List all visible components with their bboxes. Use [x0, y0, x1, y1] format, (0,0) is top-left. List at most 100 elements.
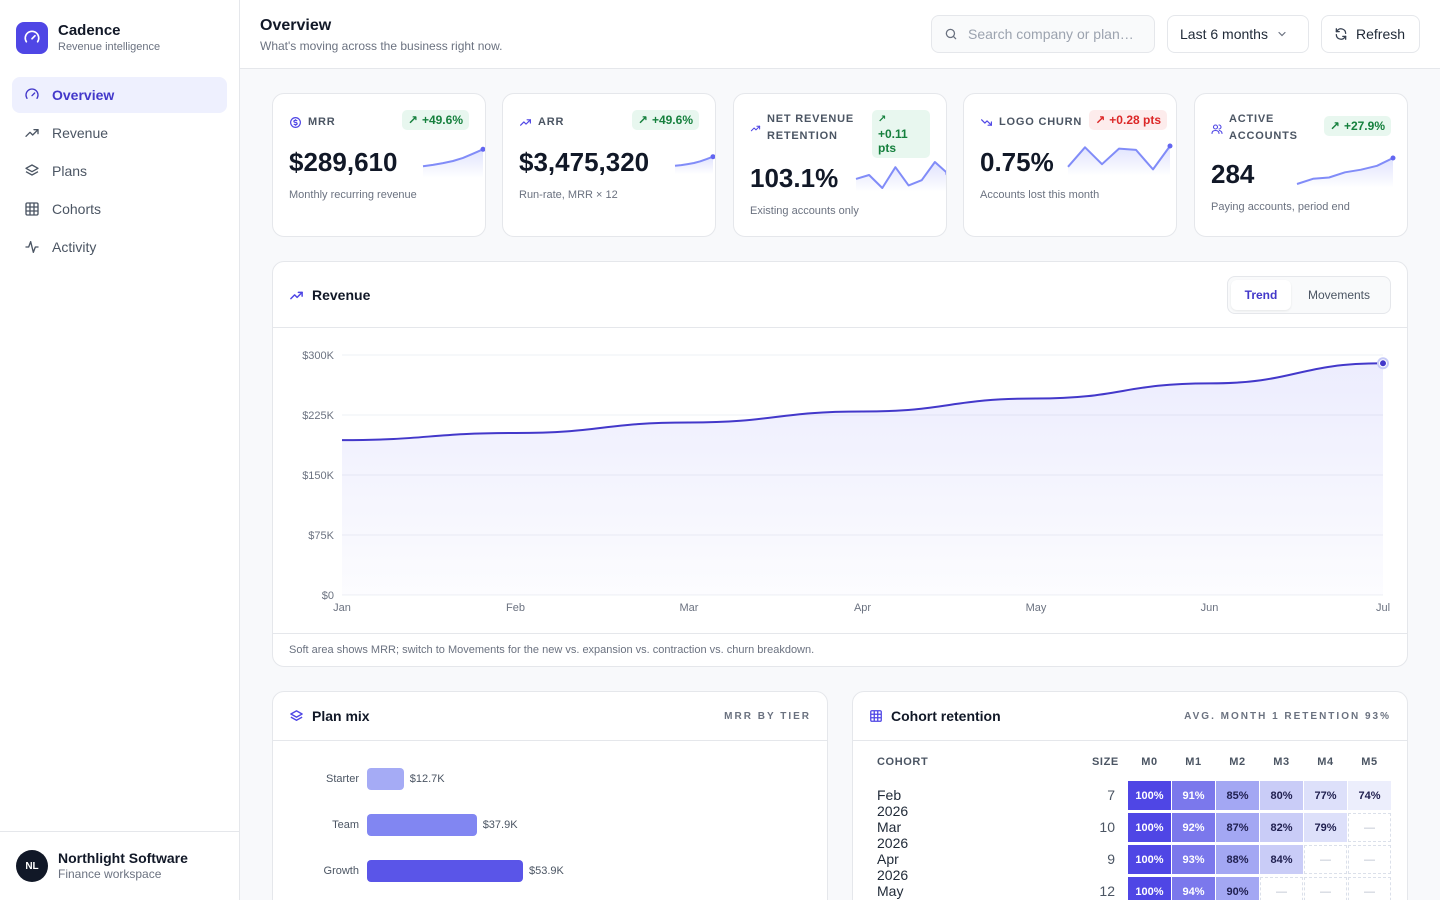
- grid-icon: [25, 202, 39, 216]
- y-tick-label: $225K: [302, 410, 334, 422]
- sidebar-item-overview[interactable]: Overview: [12, 77, 227, 113]
- brand-name: Cadence: [58, 22, 121, 39]
- kpi-card-logo-churn[interactable]: Logo churn ↗ +0.28 pts 0.75% Accounts los…: [963, 93, 1177, 237]
- plan-mix-header: Plan mix MRR by tier: [273, 692, 827, 741]
- plan-row[interactable]: Growth $53.9K: [273, 860, 827, 882]
- kpi-note: Paying accounts, period end: [1211, 201, 1350, 213]
- cohort-name: Mar 2026: [877, 819, 909, 851]
- retention-cell[interactable]: 100%: [1128, 877, 1171, 900]
- retention-cell-empty[interactable]: —: [1348, 845, 1391, 874]
- y-tick-label: $75K: [308, 530, 334, 542]
- retention-cell-empty[interactable]: —: [1260, 877, 1303, 900]
- sidebar-item-label: Cohorts: [52, 201, 102, 217]
- brand-subtitle: Revenue intelligence: [58, 41, 161, 53]
- kpi-card-nrr[interactable]: Net revenue retention ↗ +0.11 pts 103.1% …: [733, 93, 947, 237]
- retention-cell[interactable]: 91%: [1172, 781, 1215, 810]
- plan-bar: [367, 768, 404, 790]
- sidebar-item-label: Revenue: [52, 125, 109, 141]
- sparkline-line: [855, 161, 946, 189]
- sidebar-item-revenue[interactable]: Revenue: [12, 115, 227, 151]
- kpi-card-mrr[interactable]: MRR ↗ +49.6% $289,610 Monthly recurring r…: [272, 93, 486, 237]
- dollar-icon: [290, 117, 301, 128]
- tab-trend[interactable]: Trend: [1231, 280, 1291, 310]
- x-tick-label: Feb: [506, 602, 525, 614]
- retention-cell[interactable]: 87%: [1216, 813, 1259, 842]
- retention-cell[interactable]: 90%: [1216, 877, 1259, 900]
- retention-cell[interactable]: 93%: [1172, 845, 1215, 874]
- cohort-size: 12: [1099, 883, 1115, 899]
- sidebar-item-cohorts[interactable]: Cohorts: [12, 191, 227, 227]
- retention-cell-empty[interactable]: —: [1348, 877, 1391, 900]
- page-header: Overview What's moving across the busine…: [240, 0, 1440, 69]
- revenue-card: Revenue Trend Movements $0 $75K $150K $225K…: [272, 261, 1408, 667]
- refresh-button[interactable]: Refresh: [1321, 15, 1420, 53]
- user-profile[interactable]: NL Northlight Software Finance workspace: [0, 831, 239, 900]
- cohort-size: 10: [1099, 819, 1115, 835]
- view-toggle: Trend Movements: [1227, 276, 1391, 314]
- brand[interactable]: Cadence Revenue intelligence: [16, 22, 160, 54]
- sparkline-area: [1068, 146, 1170, 176]
- chart-footnote: Soft area shows MRR; switch to Movements…: [273, 633, 1407, 666]
- plan-row[interactable]: Team $37.9K: [273, 814, 827, 836]
- retention-cell[interactable]: 84%: [1260, 845, 1303, 874]
- tab-movements[interactable]: Movements: [1307, 288, 1371, 302]
- retention-cell-empty[interactable]: —: [1304, 877, 1347, 900]
- series-area-mrr: [342, 363, 1383, 595]
- retention-cell[interactable]: 82%: [1260, 813, 1303, 842]
- retention-cell[interactable]: 100%: [1128, 781, 1171, 810]
- kpi-note: Run-rate, MRR × 12: [519, 189, 618, 201]
- x-tick-label: Jul: [1376, 602, 1390, 614]
- retention-cell[interactable]: 74%: [1348, 781, 1391, 810]
- plan-name: Growth: [323, 865, 359, 877]
- retention-cell[interactable]: 88%: [1216, 845, 1259, 874]
- retention-cell[interactable]: 77%: [1304, 781, 1347, 810]
- retention-cell-empty[interactable]: —: [1304, 845, 1347, 874]
- search-input[interactable]: [968, 26, 1138, 42]
- layers-icon: [25, 164, 39, 176]
- sparkline: [855, 161, 946, 192]
- kpi-card-arr[interactable]: ARR ↗ +49.6% $3,475,320 Run-rate, MRR × 1…: [502, 93, 716, 237]
- sidebar-item-plans[interactable]: Plans: [12, 153, 227, 189]
- trend-icon: [25, 129, 39, 137]
- date-range-select[interactable]: Last 6 months: [1167, 15, 1309, 53]
- trend-down-icon: [981, 119, 992, 126]
- last-point: [1380, 360, 1386, 367]
- card-meta: MRR by tier: [724, 711, 811, 722]
- kpi-card-active-accounts[interactable]: Active accounts ↗ +27.9% 284 Paying accou…: [1194, 93, 1408, 237]
- retention-cell[interactable]: 79%: [1304, 813, 1347, 842]
- page-subtitle: What's moving across the business right …: [260, 39, 503, 53]
- column-header: M5: [1361, 756, 1378, 768]
- retention-cell[interactable]: 100%: [1128, 813, 1171, 842]
- kpi-label: Active accounts: [1211, 111, 1321, 145]
- sidebar-item-activity[interactable]: Activity: [12, 229, 227, 265]
- search-box[interactable]: [931, 15, 1155, 53]
- card-title: Plan mix: [289, 708, 370, 724]
- revenue-card-header: Revenue Trend Movements: [273, 262, 1407, 328]
- arrow-up-right-icon: ↗: [1329, 119, 1340, 133]
- retention-cell[interactable]: 100%: [1128, 845, 1171, 874]
- workspace-name: Finance workspace: [58, 867, 162, 881]
- x-tick-label: Jun: [1201, 602, 1219, 614]
- cohort-name: Feb 2026: [877, 787, 909, 819]
- avatar: NL: [16, 850, 48, 882]
- retention-cell[interactable]: 92%: [1172, 813, 1215, 842]
- arrow-up-right-icon: ↗: [637, 113, 648, 127]
- retention-cell[interactable]: 80%: [1260, 781, 1303, 810]
- kpi-note: Monthly recurring revenue: [289, 189, 417, 201]
- cohort-name: Apr 2026: [877, 851, 909, 883]
- column-header: M2: [1229, 756, 1246, 768]
- kpi-value: 103.1%: [750, 163, 839, 193]
- retention-cell[interactable]: 94%: [1172, 877, 1215, 900]
- chevron-down-icon: [1278, 31, 1286, 37]
- sparkline: [422, 146, 485, 178]
- column-header: SIZE: [1092, 756, 1119, 768]
- retention-cell-empty[interactable]: —: [1348, 813, 1391, 842]
- arrow-up-right-icon: ↗: [1095, 113, 1106, 127]
- refresh-icon: [1335, 28, 1347, 40]
- plan-value: $37.9K: [482, 819, 518, 831]
- retention-cell[interactable]: 85%: [1216, 781, 1259, 810]
- delta-badge: ↗ +27.9%: [1323, 116, 1391, 136]
- delta-badge: ↗ +0.28 pts: [1089, 110, 1167, 130]
- page-title: Overview: [260, 17, 332, 34]
- plan-row[interactable]: Starter $12.7K: [273, 768, 827, 790]
